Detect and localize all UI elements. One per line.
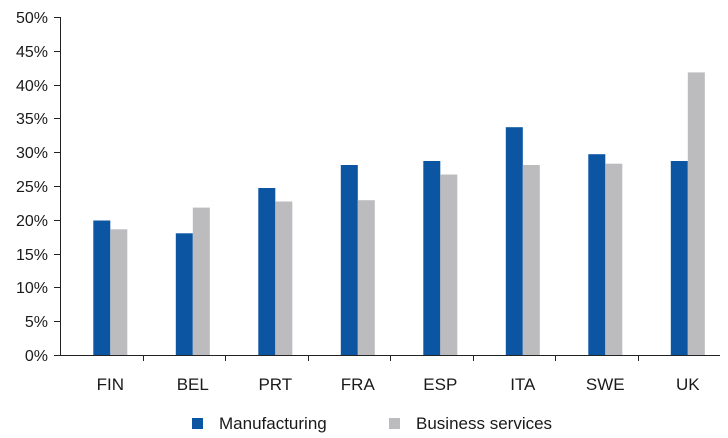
x-tick-label: FIN	[97, 375, 124, 394]
bar-manufacturing-fra	[340, 165, 358, 355]
legend-item-manufacturing: Manufacturing	[192, 414, 327, 433]
y-tick-label: 50%	[16, 10, 48, 27]
y-tick-label: 25%	[16, 179, 48, 196]
category-labels: FIN BEL PRT FRA ESP ITA SWE UK	[97, 375, 701, 394]
x-axis	[60, 355, 720, 361]
x-tick-label: FRA	[341, 375, 376, 394]
y-tick-label: 5%	[25, 314, 48, 331]
y-tick-label: 0%	[25, 348, 48, 365]
legend-label: Business services	[416, 414, 552, 433]
x-tick-label: BEL	[177, 375, 209, 394]
bar-manufacturing-prt	[258, 188, 276, 355]
x-axis-ticks	[143, 355, 639, 361]
bar-business-services-uk	[687, 72, 705, 356]
y-tick-label: 20%	[16, 213, 48, 230]
bar-business-services-fin	[110, 229, 128, 355]
bar-manufacturing-swe	[588, 154, 606, 355]
y-axis: 0% 5% 10% 15% 20% 25% 30% 35% 40% 45% 50%	[16, 10, 61, 365]
bar-business-services-esp	[440, 174, 458, 355]
x-tick-label: UK	[676, 375, 700, 394]
bar-business-services-fra	[357, 200, 375, 355]
x-tick-label: ITA	[510, 375, 536, 394]
y-tick-label: 30%	[16, 145, 48, 162]
legend-item-business-services: Business services	[389, 414, 552, 433]
legend-swatch	[192, 418, 203, 429]
x-tick-label: PRT	[258, 375, 292, 394]
y-tick-label: 35%	[16, 111, 48, 128]
bar-business-services-swe	[605, 163, 623, 355]
bar-business-services-bel	[192, 207, 210, 355]
bar-manufacturing-fin	[93, 220, 111, 355]
bar-manufacturing-bel	[175, 233, 193, 355]
bar-manufacturing-uk	[670, 161, 688, 355]
legend-label: Manufacturing	[219, 414, 327, 433]
bar-manufacturing-esp	[423, 161, 441, 355]
bar-business-services-prt	[275, 201, 293, 355]
bar-manufacturing-ita	[505, 127, 523, 355]
x-tick-label: SWE	[586, 375, 625, 394]
y-tick-label: 15%	[16, 247, 48, 264]
legend-swatch	[389, 418, 400, 429]
bars	[93, 72, 705, 356]
legend: Manufacturing Business services	[192, 414, 552, 433]
y-tick-label: 10%	[16, 280, 48, 297]
bar-business-services-ita	[522, 165, 540, 355]
x-tick-label: ESP	[423, 375, 457, 394]
y-tick-label: 40%	[16, 78, 48, 95]
y-axis-ticks: 0% 5% 10% 15% 20% 25% 30% 35% 40% 45% 50%	[16, 10, 60, 365]
y-tick-label: 45%	[16, 44, 48, 61]
